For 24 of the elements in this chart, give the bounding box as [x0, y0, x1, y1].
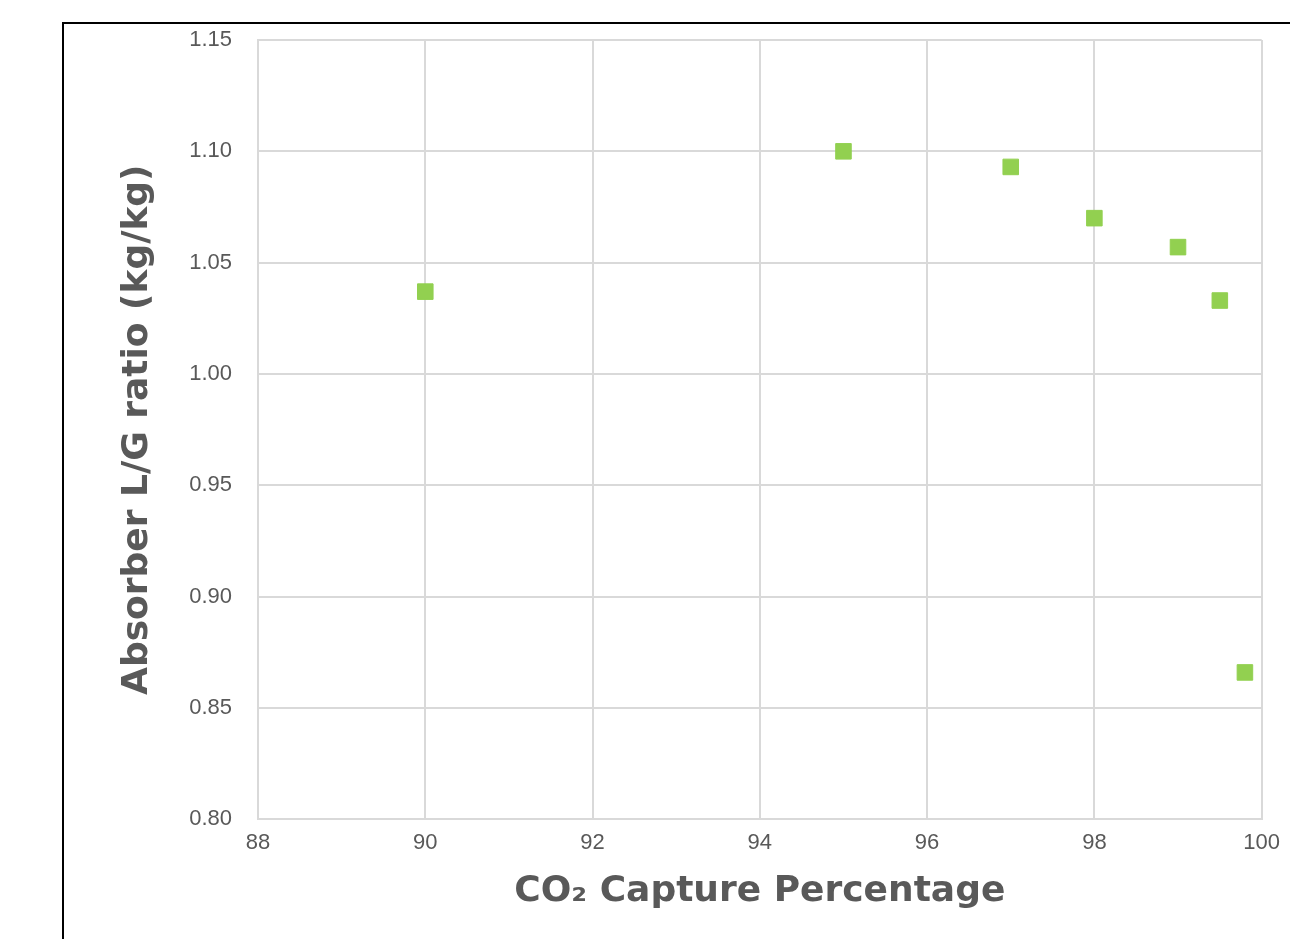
y-tick-label: 1.15	[189, 26, 233, 52]
point	[1169, 238, 1187, 256]
y-tick-label: 1.10	[189, 137, 233, 163]
point	[1236, 664, 1254, 681]
y-tick-label: 1.05	[189, 248, 233, 274]
y-tick-label: 1.00	[189, 360, 233, 386]
x-tick-label: 96	[914, 828, 940, 854]
x-tick-label: 98	[1082, 828, 1107, 854]
point	[1211, 292, 1229, 309]
y-tick-label: 0.90	[189, 582, 233, 608]
x-tick-label: 94	[747, 828, 773, 854]
y-tick-label: 0.95	[189, 471, 233, 497]
x-tick-label: 88	[245, 828, 271, 854]
x-tick-label: 92	[580, 828, 605, 854]
point	[835, 143, 852, 160]
y-tick-label: 0.80	[189, 805, 233, 831]
point	[417, 283, 434, 300]
y-axis-title: Absorber L/G ratio (kg/kg)	[113, 164, 155, 695]
x-tick-label: 100	[1243, 828, 1281, 854]
x-axis-title: CO₂ Capture Percentage	[514, 867, 1006, 909]
y-tick-label: 0.85	[189, 694, 233, 720]
point	[1086, 209, 1103, 227]
point	[1002, 158, 1020, 176]
x-tick-label: 90	[413, 828, 438, 854]
